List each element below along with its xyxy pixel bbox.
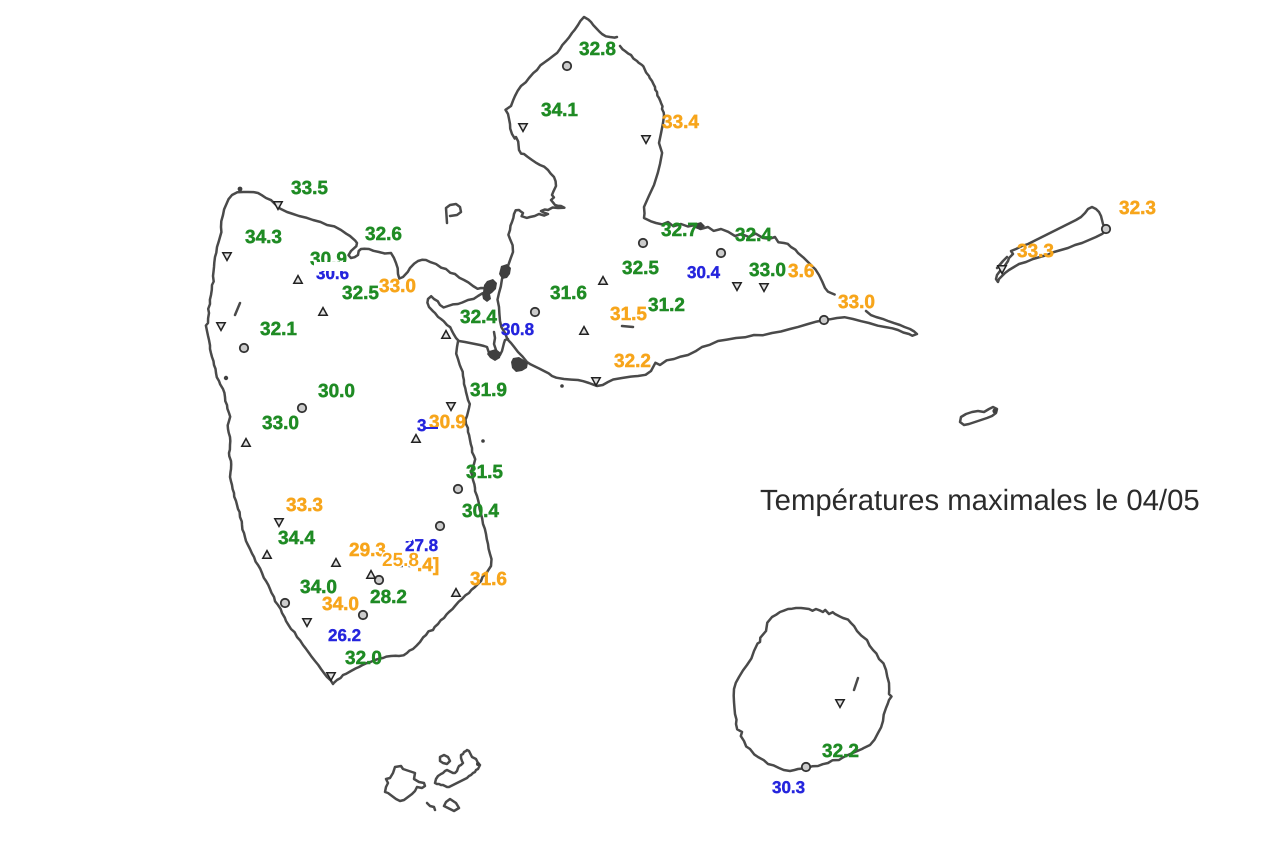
svg-text:33.0: 33.0 xyxy=(749,260,786,281)
svg-text:31.9: 31.9 xyxy=(470,380,507,401)
svg-text:32.4: 32.4 xyxy=(460,307,497,328)
svg-text:34.0: 34.0 xyxy=(300,577,337,598)
svg-text:.4]: .4] xyxy=(417,555,439,576)
svg-text:31.6: 31.6 xyxy=(550,283,587,304)
svg-text:34.0: 34.0 xyxy=(322,594,359,615)
svg-text:33.4: 33.4 xyxy=(662,112,699,133)
svg-text:33.3: 33.3 xyxy=(286,495,323,516)
svg-text:30.4: 30.4 xyxy=(462,501,499,522)
svg-text:32.1: 32.1 xyxy=(260,319,297,340)
svg-text:33.0: 33.0 xyxy=(838,292,875,313)
svg-text:3.6: 3.6 xyxy=(788,261,814,282)
svg-text:27.8: 27.8 xyxy=(405,536,438,555)
svg-text:32.5: 32.5 xyxy=(342,283,379,304)
svg-text:30.3: 30.3 xyxy=(772,778,805,797)
svg-text:30.8: 30.8 xyxy=(501,320,534,339)
svg-text:32.4: 32.4 xyxy=(735,225,772,246)
svg-text:28.2: 28.2 xyxy=(370,587,407,608)
svg-text:33.5: 33.5 xyxy=(291,178,328,199)
svg-text:34.3: 34.3 xyxy=(245,227,282,248)
svg-text:30.0: 30.0 xyxy=(318,381,355,402)
svg-text:33.3: 33.3 xyxy=(1017,241,1054,262)
svg-text:30.9: 30.9 xyxy=(429,412,466,433)
svg-text:33.0: 33.0 xyxy=(379,276,416,297)
svg-text:31.5: 31.5 xyxy=(466,462,503,483)
svg-text:31.6: 31.6 xyxy=(470,569,507,590)
svg-text:34.4: 34.4 xyxy=(278,528,315,549)
svg-text:32.5: 32.5 xyxy=(622,258,659,279)
svg-text:3: 3 xyxy=(417,416,426,435)
svg-text:32.6: 32.6 xyxy=(365,224,402,245)
svg-text:26.2: 26.2 xyxy=(328,626,361,645)
svg-text:32.2: 32.2 xyxy=(614,351,651,372)
svg-text:31.2: 31.2 xyxy=(648,295,685,316)
svg-text:32.0: 32.0 xyxy=(345,648,382,669)
svg-text:Températures maximales le 04/0: Températures maximales le 04/05 xyxy=(760,484,1200,517)
svg-text:33.0: 33.0 xyxy=(262,413,299,434)
svg-text:25.8: 25.8 xyxy=(382,550,419,571)
svg-text:29.3: 29.3 xyxy=(349,540,386,561)
svg-text:31.5: 31.5 xyxy=(610,304,647,325)
svg-text:32.7: 32.7 xyxy=(661,220,698,241)
svg-text:32.8: 32.8 xyxy=(579,39,616,60)
svg-text:34.1: 34.1 xyxy=(541,100,578,121)
svg-text:30.4: 30.4 xyxy=(687,263,721,282)
svg-text:32.2: 32.2 xyxy=(822,741,859,762)
svg-text:32.3: 32.3 xyxy=(1119,198,1156,219)
